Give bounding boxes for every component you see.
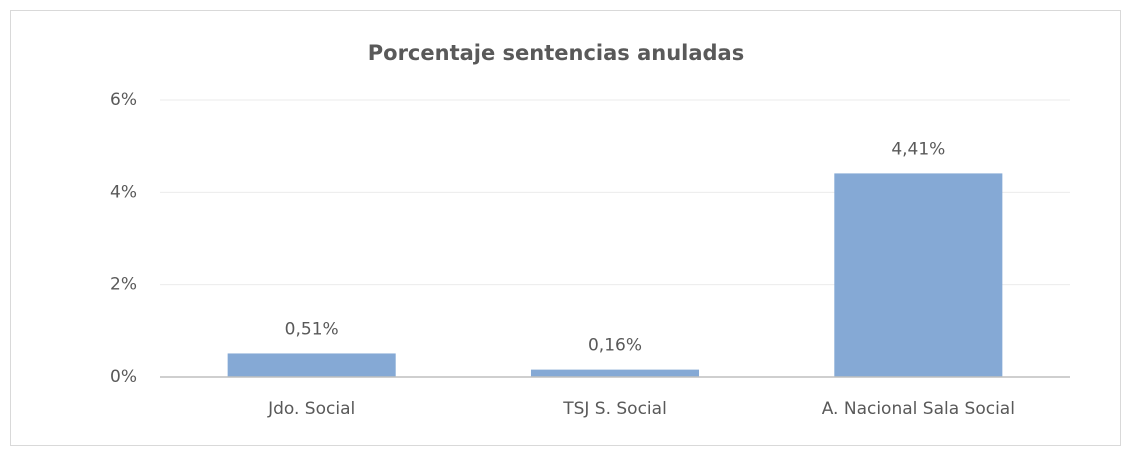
y-tick-label: 2% bbox=[110, 275, 137, 295]
chart-title: Porcentaje sentencias anuladas bbox=[368, 41, 744, 65]
bar bbox=[834, 173, 1003, 377]
y-tick-label: 6% bbox=[110, 90, 137, 110]
x-tick-label: Jdo. Social bbox=[267, 399, 355, 419]
value-label: 0,51% bbox=[285, 319, 339, 339]
x-tick-label: TSJ S. Social bbox=[562, 399, 667, 419]
value-label: 0,16% bbox=[588, 336, 642, 356]
x-tick-label: A. Nacional Sala Social bbox=[822, 399, 1015, 419]
value-label: 4,41% bbox=[891, 139, 945, 159]
bar bbox=[530, 369, 700, 377]
bar bbox=[227, 353, 396, 377]
y-tick-label: 0% bbox=[110, 367, 137, 387]
y-tick-label: 4% bbox=[110, 182, 137, 202]
